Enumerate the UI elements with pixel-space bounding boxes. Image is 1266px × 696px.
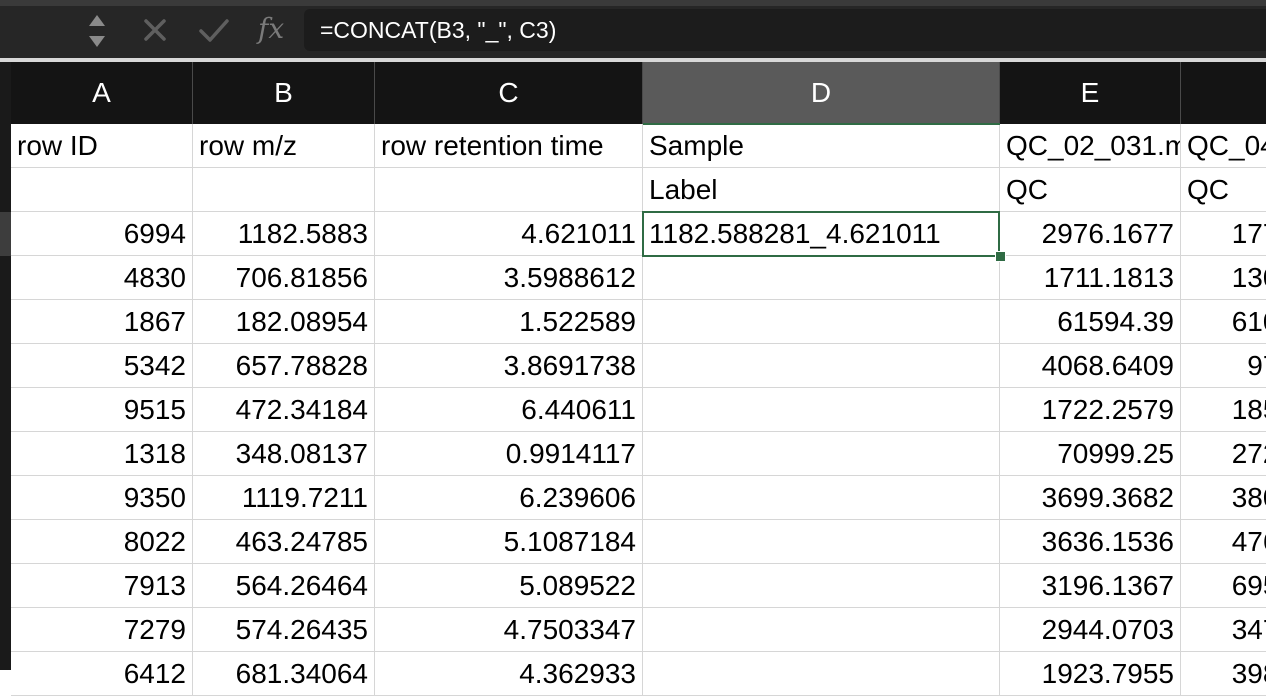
- active-row-indicator: [0, 212, 11, 256]
- cell-d8[interactable]: [643, 432, 1000, 476]
- cell-a9[interactable]: 9350: [11, 476, 193, 520]
- column-header-a[interactable]: A: [11, 62, 193, 124]
- cell-d6[interactable]: [643, 344, 1000, 388]
- cell-d7[interactable]: [643, 388, 1000, 432]
- cell-b13[interactable]: 681.34064: [193, 652, 375, 696]
- cell-f7[interactable]: 1858: [1181, 388, 1266, 432]
- cell-c13[interactable]: 4.362933: [375, 652, 643, 696]
- formula-bar-divider: [0, 58, 1266, 62]
- cell-f3[interactable]: 1775: [1181, 212, 1266, 256]
- cell-d12[interactable]: [643, 608, 1000, 652]
- cell-f5[interactable]: 6104: [1181, 300, 1266, 344]
- cell-a3[interactable]: 6994: [11, 212, 193, 256]
- cell-c1[interactable]: row retention time: [375, 124, 643, 168]
- cell-d3[interactable]: 1182.588281_4.621011: [643, 212, 1000, 256]
- cell-e5[interactable]: 61594.39: [1000, 300, 1181, 344]
- insert-function-icon[interactable]: fx: [258, 12, 285, 45]
- confirm-formula-icon[interactable]: [198, 12, 230, 48]
- cell-e4[interactable]: 1711.1813: [1000, 256, 1181, 300]
- cell-c12[interactable]: 4.7503347: [375, 608, 643, 652]
- cell-b10[interactable]: 463.24785: [193, 520, 375, 564]
- cell-d11[interactable]: [643, 564, 1000, 608]
- cell-d13[interactable]: [643, 652, 1000, 696]
- cell-c6[interactable]: 3.8691738: [375, 344, 643, 388]
- cell-a11[interactable]: 7913: [11, 564, 193, 608]
- cell-f2[interactable]: QC: [1181, 168, 1266, 212]
- cell-f4[interactable]: 1301: [1181, 256, 1266, 300]
- column-header-e[interactable]: E: [1000, 62, 1181, 124]
- cancel-formula-icon[interactable]: [142, 12, 168, 48]
- column-header-f[interactable]: [1181, 62, 1266, 124]
- column-header-c[interactable]: C: [375, 62, 643, 124]
- cell-e8[interactable]: 70999.25: [1000, 432, 1181, 476]
- cell-f10[interactable]: 4766: [1181, 520, 1266, 564]
- name-box-stepper-icon[interactable]: [86, 10, 108, 52]
- cell-d10[interactable]: [643, 520, 1000, 564]
- cell-d4[interactable]: [643, 256, 1000, 300]
- cell-b8[interactable]: 348.08137: [193, 432, 375, 476]
- cell-f13[interactable]: 3984: [1181, 652, 1266, 696]
- cell-a6[interactable]: 5342: [11, 344, 193, 388]
- cell-a12[interactable]: 7279: [11, 608, 193, 652]
- cell-e1[interactable]: QC_02_031.mzML: [1000, 124, 1181, 168]
- cell-a5[interactable]: 1867: [11, 300, 193, 344]
- cell-b12[interactable]: 574.26435: [193, 608, 375, 652]
- cell-b2[interactable]: [193, 168, 375, 212]
- cell-f1[interactable]: QC_04: [1181, 124, 1266, 168]
- cell-c11[interactable]: 5.089522: [375, 564, 643, 608]
- cell-e2[interactable]: QC: [1000, 168, 1181, 212]
- cell-e13[interactable]: 1923.7955: [1000, 652, 1181, 696]
- cell-c7[interactable]: 6.440611: [375, 388, 643, 432]
- cell-b7[interactable]: 472.34184: [193, 388, 375, 432]
- cell-a4[interactable]: 4830: [11, 256, 193, 300]
- cell-a10[interactable]: 8022: [11, 520, 193, 564]
- cell-c2[interactable]: [375, 168, 643, 212]
- cell-a2[interactable]: [11, 168, 193, 212]
- cell-e11[interactable]: 3196.1367: [1000, 564, 1181, 608]
- formula-bar: fx =CONCAT(B3, "_", C3): [0, 0, 1266, 58]
- cell-a13[interactable]: 6412: [11, 652, 193, 696]
- cell-d1[interactable]: Sample: [643, 124, 1000, 168]
- cell-b1[interactable]: row m/z: [193, 124, 375, 168]
- cell-c8[interactable]: 0.9914117: [375, 432, 643, 476]
- active-column-underline: [643, 123, 1000, 125]
- fill-handle[interactable]: [995, 251, 1006, 262]
- row-header-gutter[interactable]: [0, 62, 11, 670]
- toolbar-edge: [0, 0, 1266, 6]
- cell-d5[interactable]: [643, 300, 1000, 344]
- cell-f8[interactable]: 2725: [1181, 432, 1266, 476]
- cell-c3[interactable]: 4.621011: [375, 212, 643, 256]
- cell-b9[interactable]: 1119.7211: [193, 476, 375, 520]
- cell-e12[interactable]: 2944.0703: [1000, 608, 1181, 652]
- cell-f6[interactable]: 970: [1181, 344, 1266, 388]
- formula-input[interactable]: =CONCAT(B3, "_", C3): [304, 9, 1266, 51]
- cell-c9[interactable]: 6.239606: [375, 476, 643, 520]
- cell-c4[interactable]: 3.5988612: [375, 256, 643, 300]
- cell-b3[interactable]: 1182.5883: [193, 212, 375, 256]
- cell-e6[interactable]: 4068.6409: [1000, 344, 1181, 388]
- cell-d2[interactable]: Label: [643, 168, 1000, 212]
- cell-a8[interactable]: 1318: [11, 432, 193, 476]
- cell-e9[interactable]: 3699.3682: [1000, 476, 1181, 520]
- cell-b5[interactable]: 182.08954: [193, 300, 375, 344]
- cell-a1[interactable]: row ID: [11, 124, 193, 168]
- cell-f11[interactable]: 6953: [1181, 564, 1266, 608]
- cell-b11[interactable]: 564.26464: [193, 564, 375, 608]
- cell-f9[interactable]: 3800: [1181, 476, 1266, 520]
- cell-a7[interactable]: 9515: [11, 388, 193, 432]
- cell-c10[interactable]: 5.1087184: [375, 520, 643, 564]
- column-header-d[interactable]: D: [643, 62, 1000, 124]
- cell-e3[interactable]: 2976.1677: [1000, 212, 1181, 256]
- column-header-b[interactable]: B: [193, 62, 375, 124]
- cell-c5[interactable]: 1.522589: [375, 300, 643, 344]
- cell-e7[interactable]: 1722.2579: [1000, 388, 1181, 432]
- cell-b6[interactable]: 657.78828: [193, 344, 375, 388]
- cell-area: row ID row m/z row retention time Sample QC_…: [11, 124, 1266, 696]
- cell-e10[interactable]: 3636.1536: [1000, 520, 1181, 564]
- cell-f12[interactable]: 3473: [1181, 608, 1266, 652]
- cell-d9[interactable]: [643, 476, 1000, 520]
- cell-b4[interactable]: 706.81856: [193, 256, 375, 300]
